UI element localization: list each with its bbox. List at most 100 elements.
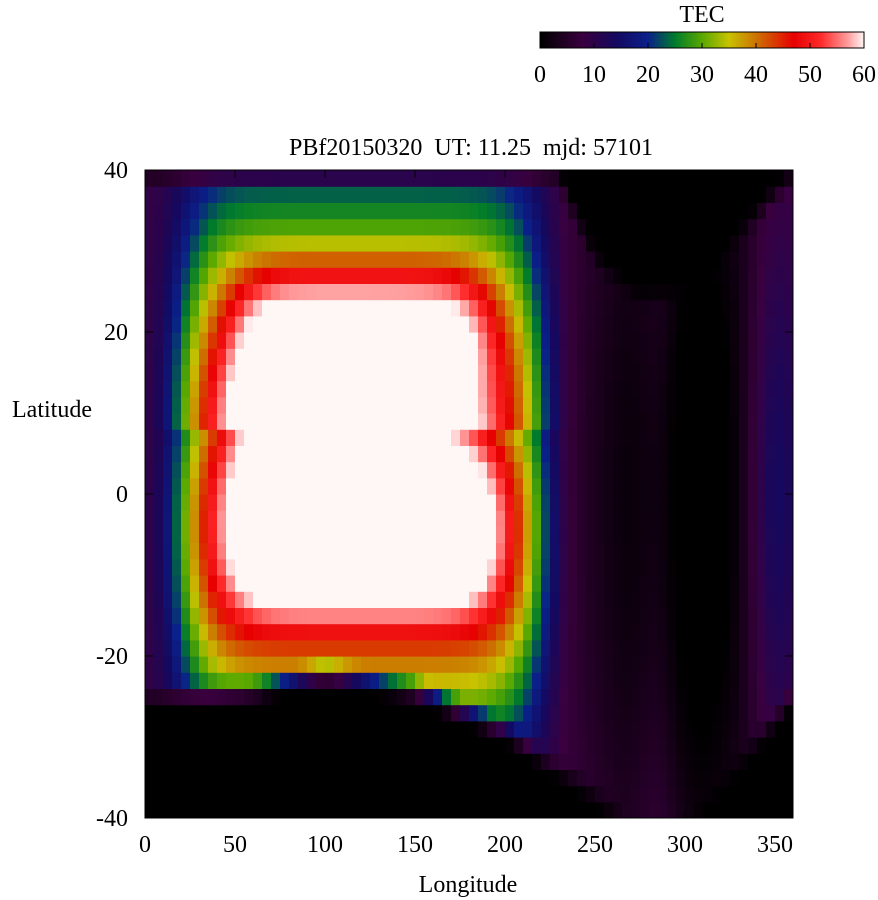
heatmap-cell	[577, 656, 587, 673]
heatmap-cell	[622, 526, 632, 544]
heatmap-cell	[559, 672, 569, 689]
heatmap-cell	[217, 348, 227, 365]
heatmap-cell	[757, 801, 767, 818]
heatmap-cell	[532, 542, 542, 560]
heatmap-cell	[388, 461, 398, 479]
heatmap-cell	[577, 785, 587, 803]
heatmap-cell	[298, 672, 308, 689]
heatmap-cell	[721, 688, 731, 706]
heatmap-cell	[352, 656, 362, 673]
heatmap-cell	[397, 753, 407, 770]
heatmap-cell	[361, 283, 371, 301]
heatmap-cell	[163, 575, 173, 592]
heatmap-cell	[550, 332, 560, 349]
heatmap-cell	[604, 364, 614, 382]
heatmap-cell	[334, 396, 344, 414]
heatmap-cell	[226, 380, 236, 398]
heatmap-cell	[613, 218, 623, 236]
heatmap-cell	[703, 186, 713, 203]
heatmap-cell	[253, 413, 263, 430]
heatmap-cell	[145, 607, 155, 625]
heatmap-cell	[217, 753, 227, 770]
heatmap-cell	[262, 704, 272, 722]
heatmap-cell	[649, 769, 659, 787]
heatmap-cell	[451, 575, 461, 592]
heatmap-cell	[505, 445, 515, 463]
heatmap-cell	[703, 494, 713, 511]
heatmap-cell	[289, 510, 299, 527]
heatmap-cell	[217, 542, 227, 560]
heatmap-cell	[676, 704, 686, 722]
heatmap-cell	[379, 315, 389, 333]
heatmap-cell	[640, 575, 650, 592]
heatmap-cell	[595, 510, 605, 527]
heatmap-cell	[658, 332, 668, 349]
heatmap-cell	[325, 332, 335, 349]
heatmap-cell	[226, 186, 236, 203]
heatmap-cell	[586, 429, 596, 446]
heatmap-cell	[703, 234, 713, 252]
heatmap-cell	[262, 461, 272, 479]
heatmap-cell	[235, 591, 245, 608]
heatmap-cell	[604, 720, 614, 738]
heatmap-cell	[244, 769, 254, 787]
heatmap-cell	[316, 380, 326, 398]
heatmap-cell	[262, 332, 272, 349]
heatmap-cell	[334, 575, 344, 592]
heatmap-cell	[757, 413, 767, 430]
heatmap-cell	[181, 575, 191, 592]
heatmap-cell	[343, 461, 353, 479]
heatmap-cell	[748, 299, 758, 317]
heatmap-cell	[730, 542, 740, 560]
heatmap-cell	[181, 413, 191, 430]
heatmap-cell	[766, 785, 776, 803]
heatmap-cell	[181, 785, 191, 803]
heatmap-cell	[712, 251, 722, 268]
heatmap-cell	[235, 332, 245, 349]
heatmap-cell	[469, 575, 479, 592]
heatmap-cell	[316, 218, 326, 236]
heatmap-cell	[694, 591, 704, 608]
heatmap-cell	[748, 477, 758, 495]
heatmap-cell	[514, 785, 524, 803]
heatmap-cell	[271, 234, 281, 252]
heatmap-cell	[244, 672, 254, 689]
heatmap-cell	[352, 558, 362, 576]
heatmap-cell	[721, 396, 731, 414]
heatmap-cell	[613, 396, 623, 414]
heatmap-cell	[775, 186, 785, 203]
heatmap-cell	[307, 769, 317, 787]
heatmap-cell	[172, 251, 182, 268]
heatmap-cell	[766, 769, 776, 787]
heatmap-cell	[757, 526, 767, 544]
heatmap-cell	[235, 542, 245, 560]
heatmap-cell	[235, 186, 245, 203]
heatmap-cell	[766, 688, 776, 706]
heatmap-cell	[433, 299, 443, 317]
heatmap-cell	[523, 591, 533, 608]
heatmap-cell	[631, 267, 641, 284]
heatmap-cell	[280, 413, 290, 430]
heatmap-cell	[253, 542, 263, 560]
heatmap-cell	[658, 234, 668, 252]
heatmap-cell	[145, 558, 155, 576]
heatmap-cell	[469, 218, 479, 236]
heatmap-cell	[235, 737, 245, 754]
heatmap-cell	[721, 575, 731, 592]
heatmap-cell	[496, 575, 506, 592]
heatmap-cell	[568, 170, 578, 187]
heatmap-cell	[163, 769, 173, 787]
heatmap-cell	[460, 234, 470, 252]
heatmap-cell	[775, 591, 785, 608]
heatmap-cell	[478, 461, 488, 479]
heatmap-cell	[559, 575, 569, 592]
heatmap-cell	[622, 510, 632, 527]
heatmap-cell	[568, 202, 578, 220]
heatmap-cell	[730, 494, 740, 511]
heatmap-cell	[460, 656, 470, 673]
heatmap-cell	[766, 737, 776, 754]
heatmap-cell	[775, 364, 785, 382]
heatmap-cell	[325, 380, 335, 398]
heatmap-cell	[199, 267, 209, 284]
heatmap-cell	[775, 526, 785, 544]
